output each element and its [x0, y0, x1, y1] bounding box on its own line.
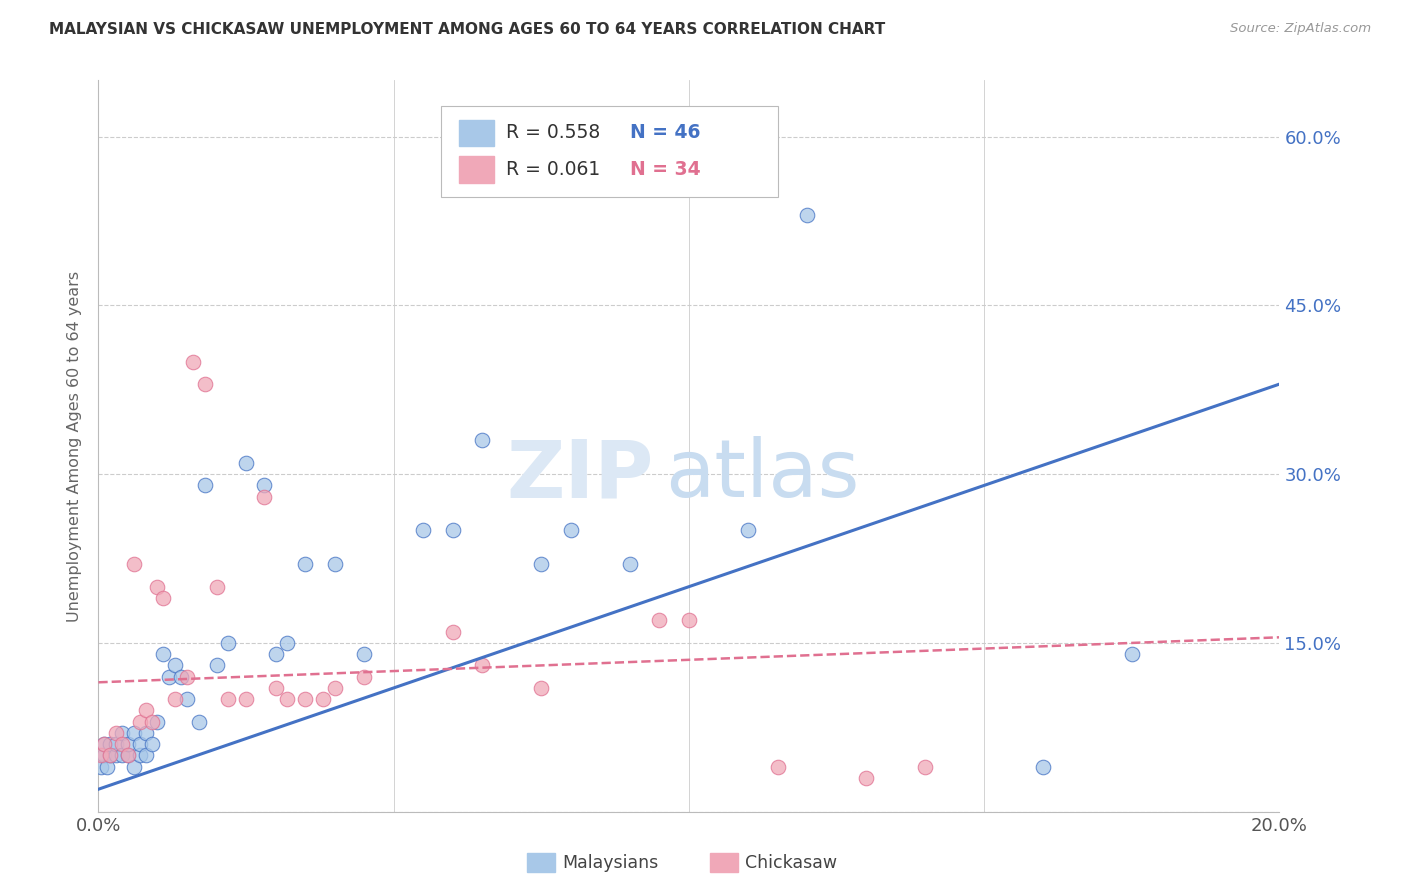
- Point: [105, 726, 128, 740]
- Point: [217, 692, 239, 706]
- Point: [157, 670, 180, 684]
- Point: [235, 456, 257, 470]
- Point: [128, 737, 150, 751]
- Point: [530, 681, 553, 695]
- Point: [117, 748, 139, 763]
- Point: [98, 737, 121, 751]
- Point: [176, 692, 198, 706]
- Point: [353, 670, 375, 684]
- Point: [122, 760, 145, 774]
- Point: [678, 614, 700, 628]
- Point: [294, 557, 316, 571]
- Point: [441, 624, 464, 639]
- Text: Source: ZipAtlas.com: Source: ZipAtlas.com: [1230, 22, 1371, 36]
- Point: [441, 524, 464, 538]
- Point: [914, 760, 936, 774]
- Point: [98, 748, 121, 763]
- Text: Chickasaw: Chickasaw: [745, 854, 838, 871]
- Point: [194, 478, 217, 492]
- Point: [276, 692, 298, 706]
- Y-axis label: Unemployment Among Ages 60 to 64 years: Unemployment Among Ages 60 to 64 years: [67, 270, 83, 622]
- Text: ZIP: ZIP: [506, 436, 654, 515]
- Point: [176, 670, 198, 684]
- Point: [122, 726, 145, 740]
- Point: [737, 524, 759, 538]
- Point: [152, 591, 174, 605]
- Point: [146, 580, 169, 594]
- Text: N = 46: N = 46: [630, 123, 700, 143]
- Point: [111, 737, 134, 751]
- Point: [353, 647, 375, 661]
- Point: [141, 714, 163, 729]
- Point: [117, 737, 139, 751]
- Point: [471, 658, 494, 673]
- Point: [122, 557, 145, 571]
- Point: [217, 636, 239, 650]
- Point: [90, 760, 112, 774]
- Text: MALAYSIAN VS CHICKASAW UNEMPLOYMENT AMONG AGES 60 TO 64 YEARS CORRELATION CHART: MALAYSIAN VS CHICKASAW UNEMPLOYMENT AMON…: [49, 22, 886, 37]
- Bar: [458, 120, 494, 146]
- Point: [766, 760, 789, 774]
- Point: [323, 557, 346, 571]
- Text: N = 34: N = 34: [630, 160, 700, 179]
- Point: [135, 703, 157, 717]
- Point: [141, 737, 163, 751]
- Point: [135, 748, 157, 763]
- Point: [105, 748, 128, 763]
- Point: [1032, 760, 1054, 774]
- Point: [105, 737, 128, 751]
- Point: [181, 354, 204, 368]
- Point: [855, 771, 877, 785]
- Point: [96, 760, 118, 774]
- Point: [165, 658, 187, 673]
- Point: [128, 748, 150, 763]
- Point: [560, 524, 582, 538]
- Point: [648, 614, 671, 628]
- Point: [135, 726, 157, 740]
- Point: [471, 434, 494, 448]
- Point: [412, 524, 434, 538]
- Point: [152, 647, 174, 661]
- Point: [312, 692, 335, 706]
- Point: [170, 670, 193, 684]
- Point: [264, 647, 287, 661]
- Point: [323, 681, 346, 695]
- Point: [93, 748, 115, 763]
- Point: [253, 478, 276, 492]
- Point: [796, 208, 818, 222]
- Point: [98, 748, 121, 763]
- Point: [205, 658, 228, 673]
- Point: [117, 748, 139, 763]
- Point: [530, 557, 553, 571]
- Point: [264, 681, 287, 695]
- Point: [93, 737, 115, 751]
- Point: [205, 580, 228, 594]
- Point: [194, 377, 217, 392]
- Point: [235, 692, 257, 706]
- Bar: [458, 156, 494, 183]
- Text: Malaysians: Malaysians: [562, 854, 658, 871]
- Point: [111, 748, 134, 763]
- Text: R = 0.061: R = 0.061: [506, 160, 600, 179]
- Point: [128, 714, 150, 729]
- Point: [90, 748, 112, 763]
- Point: [253, 490, 276, 504]
- Point: [187, 714, 209, 729]
- Text: R = 0.558: R = 0.558: [506, 123, 600, 143]
- Point: [165, 692, 187, 706]
- Point: [93, 737, 115, 751]
- Point: [619, 557, 641, 571]
- Point: [294, 692, 316, 706]
- FancyBboxPatch shape: [441, 106, 778, 197]
- Point: [111, 726, 134, 740]
- Point: [146, 714, 169, 729]
- Point: [276, 636, 298, 650]
- Text: atlas: atlas: [665, 436, 859, 515]
- Point: [1121, 647, 1143, 661]
